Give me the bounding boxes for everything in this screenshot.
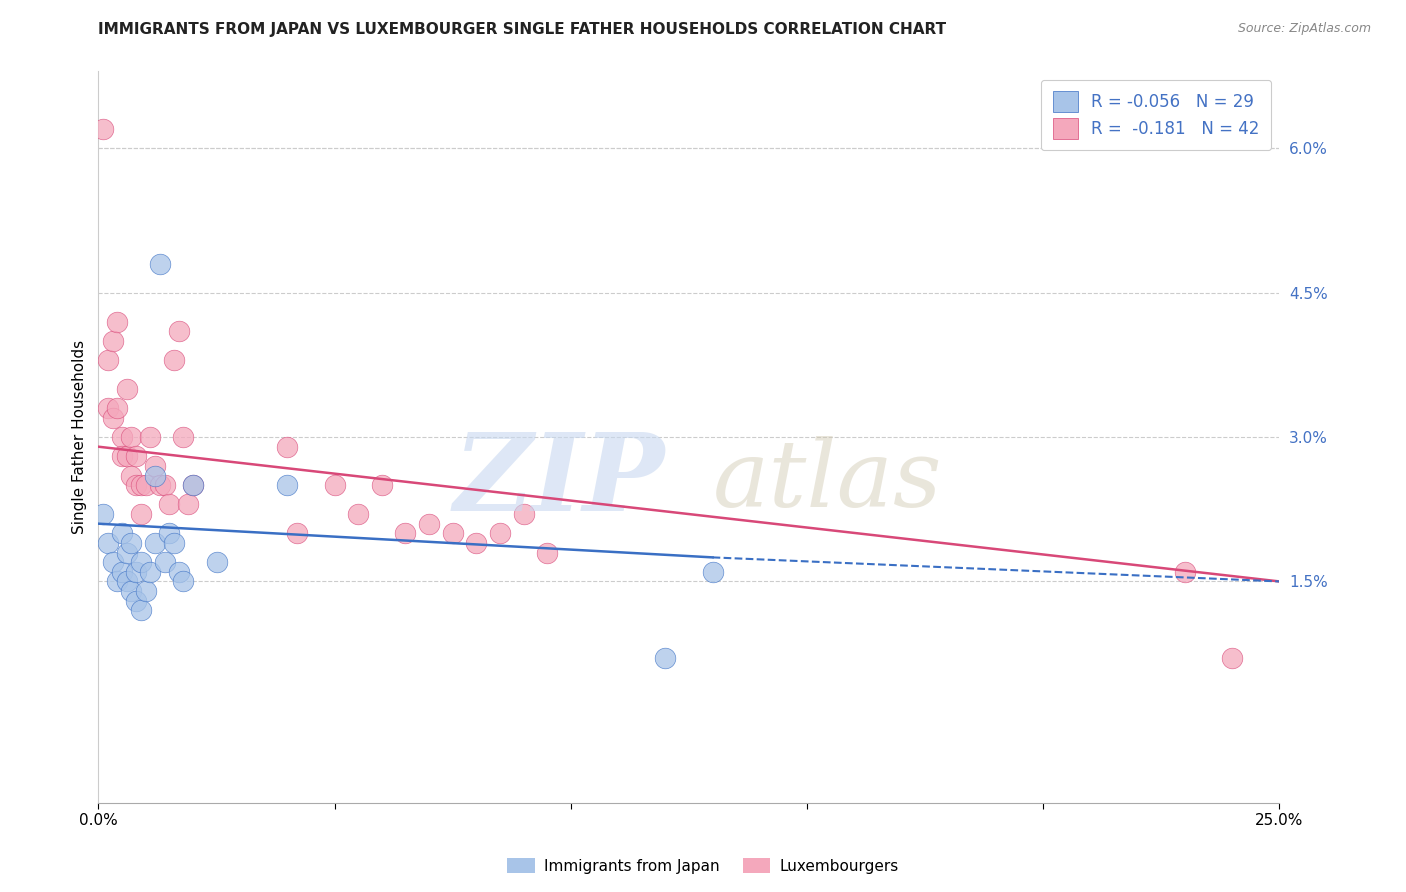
Point bbox=[115, 574, 138, 589]
Point bbox=[285, 526, 308, 541]
Point bbox=[101, 334, 124, 348]
Y-axis label: Single Father Households: Single Father Households bbox=[72, 340, 87, 534]
Point bbox=[347, 507, 370, 521]
Legend: Immigrants from Japan, Luxembourgers: Immigrants from Japan, Luxembourgers bbox=[502, 852, 904, 880]
Point bbox=[115, 382, 138, 396]
Point bbox=[121, 584, 143, 599]
Point bbox=[91, 122, 114, 136]
Legend: R = -0.056   N = 29, R =  -0.181   N = 42: R = -0.056 N = 29, R = -0.181 N = 42 bbox=[1040, 79, 1271, 151]
Point bbox=[157, 526, 180, 541]
Point bbox=[121, 468, 143, 483]
Point bbox=[91, 507, 114, 521]
Point bbox=[105, 574, 128, 589]
Point bbox=[276, 478, 298, 492]
Point bbox=[371, 478, 394, 492]
Text: Source: ZipAtlas.com: Source: ZipAtlas.com bbox=[1237, 22, 1371, 36]
Point bbox=[181, 478, 204, 492]
Point bbox=[111, 430, 134, 444]
Point bbox=[97, 401, 120, 416]
Point bbox=[177, 498, 200, 512]
Point bbox=[489, 526, 512, 541]
Point bbox=[101, 555, 124, 569]
Point bbox=[205, 555, 228, 569]
Point bbox=[115, 450, 138, 464]
Point bbox=[181, 478, 204, 492]
Point bbox=[418, 516, 440, 531]
Point bbox=[143, 458, 166, 473]
Point bbox=[125, 450, 148, 464]
Point bbox=[153, 478, 176, 492]
Point bbox=[101, 410, 124, 425]
Point bbox=[163, 353, 186, 368]
Point bbox=[105, 315, 128, 329]
Point bbox=[129, 478, 152, 492]
Text: atlas: atlas bbox=[713, 436, 942, 526]
Point bbox=[157, 498, 180, 512]
Point bbox=[111, 565, 134, 579]
Point bbox=[323, 478, 346, 492]
Point bbox=[129, 507, 152, 521]
Point bbox=[1220, 651, 1243, 665]
Point bbox=[135, 478, 157, 492]
Text: ZIP: ZIP bbox=[454, 428, 665, 534]
Point bbox=[654, 651, 676, 665]
Point bbox=[167, 324, 190, 338]
Point bbox=[125, 478, 148, 492]
Point bbox=[121, 536, 143, 550]
Point bbox=[143, 536, 166, 550]
Point bbox=[135, 584, 157, 599]
Point bbox=[139, 430, 162, 444]
Point bbox=[167, 565, 190, 579]
Point bbox=[125, 593, 148, 607]
Point bbox=[394, 526, 416, 541]
Point bbox=[97, 353, 120, 368]
Point bbox=[115, 545, 138, 559]
Point bbox=[111, 526, 134, 541]
Point bbox=[125, 565, 148, 579]
Point bbox=[276, 440, 298, 454]
Point bbox=[97, 536, 120, 550]
Point bbox=[105, 401, 128, 416]
Point bbox=[129, 555, 152, 569]
Point bbox=[143, 468, 166, 483]
Point bbox=[153, 555, 176, 569]
Point bbox=[465, 536, 488, 550]
Point bbox=[163, 536, 186, 550]
Point bbox=[129, 603, 152, 617]
Point bbox=[149, 478, 172, 492]
Point bbox=[172, 430, 194, 444]
Text: IMMIGRANTS FROM JAPAN VS LUXEMBOURGER SINGLE FATHER HOUSEHOLDS CORRELATION CHART: IMMIGRANTS FROM JAPAN VS LUXEMBOURGER SI… bbox=[98, 22, 946, 37]
Point bbox=[139, 565, 162, 579]
Point bbox=[1174, 565, 1197, 579]
Point bbox=[512, 507, 534, 521]
Point bbox=[149, 257, 172, 271]
Point bbox=[111, 450, 134, 464]
Point bbox=[441, 526, 464, 541]
Point bbox=[702, 565, 724, 579]
Point bbox=[121, 430, 143, 444]
Point bbox=[172, 574, 194, 589]
Point bbox=[536, 545, 558, 559]
